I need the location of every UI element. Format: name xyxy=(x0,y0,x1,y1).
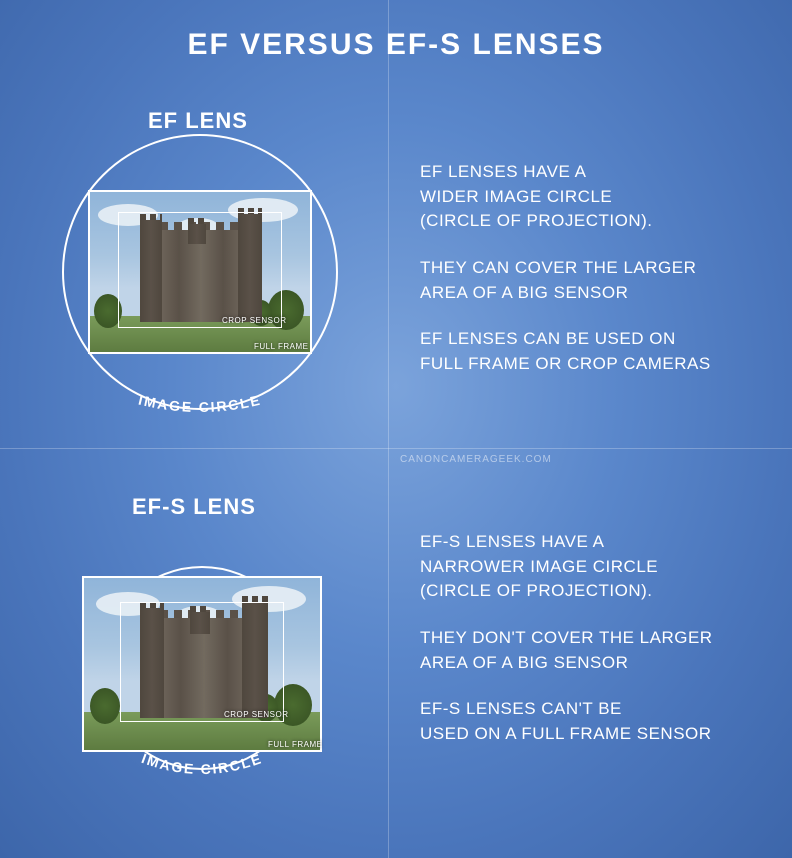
efs-arc-text: IMAGE CIRCLE xyxy=(139,750,264,777)
ef-full-label: FULL FRAME xyxy=(254,342,309,351)
tree xyxy=(94,294,122,328)
tree xyxy=(90,688,120,724)
efs-crop-label: CROP SENSOR xyxy=(224,710,288,719)
castle-tower-mid xyxy=(188,224,206,244)
efs-full-label: FULL FRAME xyxy=(268,740,323,749)
watermark: CANONCAMERAGEEK.COM xyxy=(400,454,552,465)
castle-tower-right xyxy=(238,214,262,322)
page-title: EF VERSUS EF-S LENSES xyxy=(0,28,792,62)
efs-para-1: EF-S LENSES HAVE ANARROWER IMAGE CIRCLE(… xyxy=(420,530,770,604)
efs-para-3: EF-S LENSES CAN'T BEUSED ON A FULL FRAME… xyxy=(420,697,770,746)
ef-diagram: CROP SENSOR FULL FRAME IMAGE CIRCLE xyxy=(60,132,340,412)
efs-arc-label: IMAGE CIRCLE xyxy=(72,754,332,799)
efs-photo xyxy=(82,576,322,752)
ef-crop-label: CROP SENSOR xyxy=(222,316,286,325)
ef-section-label: EF LENS xyxy=(148,108,248,134)
svg-text:IMAGE CIRCLE: IMAGE CIRCLE xyxy=(137,392,263,415)
ef-para-1: EF LENSES HAVE AWIDER IMAGE CIRCLE(CIRCL… xyxy=(420,160,760,234)
grid-horizontal xyxy=(0,448,792,449)
efs-body-text: EF-S LENSES HAVE ANARROWER IMAGE CIRCLE(… xyxy=(420,530,770,768)
svg-text:IMAGE CIRCLE: IMAGE CIRCLE xyxy=(139,750,264,777)
castle-tower-left xyxy=(140,608,164,718)
efs-section-label: EF-S LENS xyxy=(132,494,256,520)
ef-photo xyxy=(88,190,312,354)
ef-arc-label: IMAGE CIRCLE xyxy=(60,388,340,433)
efs-diagram: CROP SENSOR FULL FRAME IMAGE CIRCLE xyxy=(72,528,332,788)
efs-para-2: THEY DON'T COVER THE LARGERAREA OF A BIG… xyxy=(420,626,770,675)
ef-body-text: EF LENSES HAVE AWIDER IMAGE CIRCLE(CIRCL… xyxy=(420,160,760,398)
castle-tower-left xyxy=(140,220,162,322)
ef-para-3: EF LENSES CAN BE USED ONFULL FRAME OR CR… xyxy=(420,327,760,376)
ef-para-2: THEY CAN COVER THE LARGERAREA OF A BIG S… xyxy=(420,256,760,305)
tree xyxy=(274,684,312,726)
castle-tower-right xyxy=(242,602,268,718)
grid-vertical xyxy=(388,0,389,858)
ef-arc-text: IMAGE CIRCLE xyxy=(137,392,263,415)
castle-tower-mid xyxy=(190,612,210,634)
